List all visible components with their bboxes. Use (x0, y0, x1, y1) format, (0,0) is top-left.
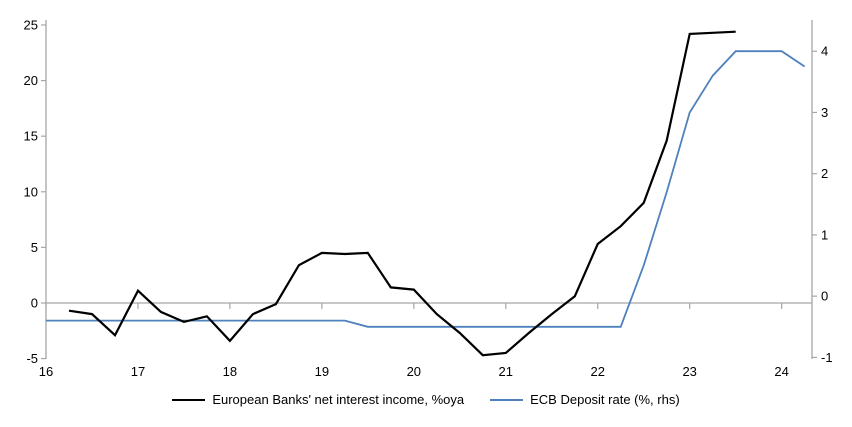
x-axis-label: 20 (407, 364, 421, 379)
x-axis-label: 21 (499, 364, 513, 379)
x-axis-label: 19 (315, 364, 329, 379)
x-axis-label: 24 (774, 364, 788, 379)
left-axis-label: 10 (24, 184, 38, 199)
ecb-legend-label: ECB Deposit rate (%, rhs) (530, 392, 680, 407)
right-axis-label: -1 (821, 350, 833, 365)
legend-item-ecb-deposit-rate: ECB Deposit rate (%, rhs) (490, 392, 680, 407)
right-axis-label: 2 (821, 166, 828, 181)
left-axis-label: 20 (24, 73, 38, 88)
ecb-deposit-rate-series-line (46, 50, 806, 328)
right-axis-label: 3 (821, 105, 828, 120)
left-axis-label: 25 (24, 18, 38, 33)
left-axis-label: 5 (31, 240, 38, 255)
nii-line-swatch-icon (172, 398, 206, 401)
legend-item-net-interest-income: European Banks' net interest income, %oy… (172, 392, 464, 407)
legend: European Banks' net interest income, %oy… (0, 392, 852, 407)
nii-series-line (68, 30, 736, 357)
right-axis-label: 4 (821, 44, 828, 59)
ecb-line-swatch-icon (490, 398, 524, 401)
nii-legend-label: European Banks' net interest income, %oy… (212, 392, 465, 407)
x-axis-label: 16 (39, 364, 53, 379)
x-axis-label: 23 (682, 364, 696, 379)
x-axis-label: 18 (223, 364, 237, 379)
left-axis-label: -5 (26, 351, 38, 366)
x-axis-label: 17 (131, 364, 145, 379)
right-axis-label: 0 (821, 289, 828, 304)
right-axis-label: 1 (821, 227, 828, 242)
left-axis-label: 0 (31, 295, 38, 310)
left-axis-label: 15 (24, 129, 38, 144)
x-axis-label: 22 (591, 364, 605, 379)
